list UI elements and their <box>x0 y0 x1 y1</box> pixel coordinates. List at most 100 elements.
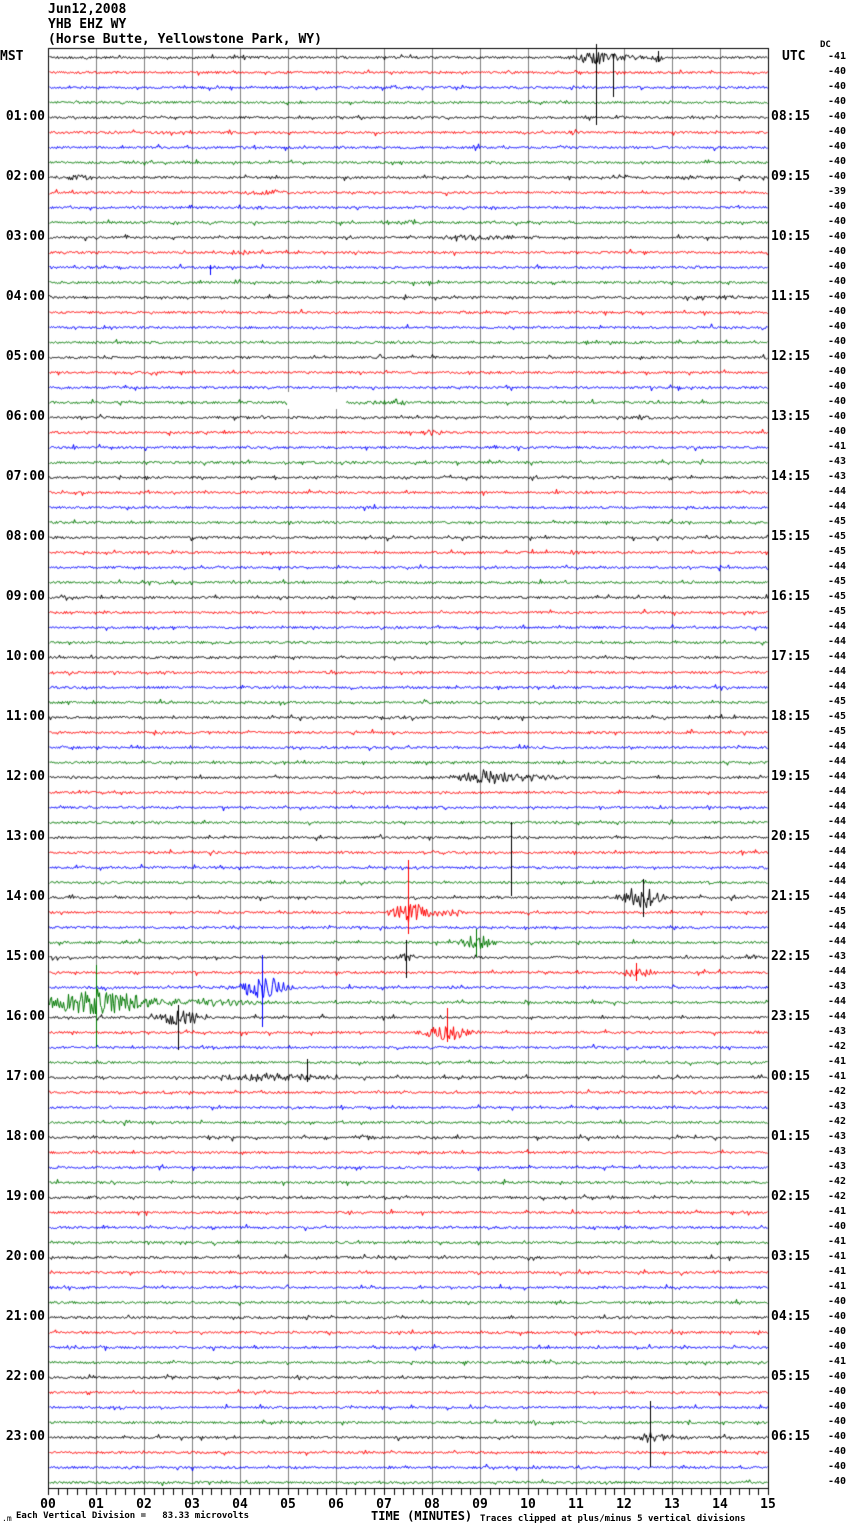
utc-time-label: 20:15 <box>771 829 811 844</box>
dc-offset-value: -44 <box>827 846 846 857</box>
dc-offset-value: -40 <box>827 171 846 182</box>
dc-offset-value: -40 <box>827 336 846 347</box>
dc-offset-value: -44 <box>827 636 846 647</box>
utc-time-label: 22:15 <box>771 949 811 964</box>
dc-offset-value: -40 <box>827 381 846 392</box>
x-tick-label: 15 <box>760 1497 776 1512</box>
dc-offset-value: -42 <box>827 1191 846 1202</box>
dc-offset-value: -41 <box>827 1266 846 1277</box>
dc-offset-value: -44 <box>827 876 846 887</box>
utc-time-label: 19:15 <box>771 769 811 784</box>
dc-offset-value: -43 <box>827 951 846 962</box>
dc-offset-value: -44 <box>827 561 846 572</box>
dc-offset-value: -44 <box>827 681 846 692</box>
mst-time-label: 01:00 <box>5 109 45 124</box>
dc-offset-value: -45 <box>827 531 846 542</box>
mst-time-label: 13:00 <box>5 829 45 844</box>
dc-offset-value: -40 <box>827 1221 846 1232</box>
dc-offset-value: -44 <box>827 816 846 827</box>
x-tick-label: 03 <box>184 1497 200 1512</box>
dc-offset-value: -44 <box>827 486 846 497</box>
dc-offset-value: -40 <box>827 1326 846 1337</box>
dc-offset-value: -41 <box>827 1206 846 1217</box>
dc-offset-value: -44 <box>827 996 846 1007</box>
dc-offset-value: -40 <box>827 126 846 137</box>
dc-offset-value: -40 <box>827 1371 846 1382</box>
dc-offset-value: -44 <box>827 651 846 662</box>
dc-offset-value: -41 <box>827 51 846 62</box>
dc-offset-value: -40 <box>827 141 846 152</box>
dc-offset-value: -44 <box>827 621 846 632</box>
mst-time-label: 08:00 <box>5 529 45 544</box>
dc-offset-value: -40 <box>827 366 846 377</box>
utc-time-label: 21:15 <box>771 889 811 904</box>
mst-time-label: 20:00 <box>5 1249 45 1264</box>
dc-offset-value: -40 <box>827 1461 846 1472</box>
utc-time-label: 10:15 <box>771 229 811 244</box>
mst-time-label: 06:00 <box>5 409 45 424</box>
utc-time-label: 04:15 <box>771 1309 811 1324</box>
dc-offset-value: -40 <box>827 201 846 212</box>
mst-time-label: 03:00 <box>5 229 45 244</box>
dc-offset-value: -40 <box>827 1386 846 1397</box>
dc-offset-value: -43 <box>827 981 846 992</box>
utc-time-label: 00:15 <box>771 1069 811 1084</box>
footer-note-divisions: Each Vertical Division = 83.33 microvolt… <box>16 1511 249 1521</box>
dc-offset-value: -43 <box>827 1101 846 1112</box>
x-axis-title: TIME (MINUTES) <box>371 1509 473 1523</box>
dc-offset-value: -44 <box>827 861 846 872</box>
dc-offset-value: -44 <box>827 831 846 842</box>
dc-offset-value: -40 <box>827 351 846 362</box>
dc-offset-value: -44 <box>827 1011 846 1022</box>
x-tick-label: 00 <box>40 1497 56 1512</box>
dc-offset-value: -40 <box>827 96 846 107</box>
mst-time-label: 10:00 <box>5 649 45 664</box>
dc-offset-value: -40 <box>827 1311 846 1322</box>
utc-time-label: 14:15 <box>771 469 811 484</box>
mst-time-label: 15:00 <box>5 949 45 964</box>
dc-offset-value: -43 <box>827 1146 846 1157</box>
dc-offset-value: -41 <box>827 1251 846 1262</box>
dc-offset-value: -45 <box>827 711 846 722</box>
utc-time-label: 16:15 <box>771 589 811 604</box>
mst-time-label: 05:00 <box>5 349 45 364</box>
dc-offset-value: -40 <box>827 246 846 257</box>
dc-offset-value: -43 <box>827 1026 846 1037</box>
dc-offset-value: -44 <box>827 966 846 977</box>
dc-offset-value: -43 <box>827 471 846 482</box>
mst-time-label: 17:00 <box>5 1069 45 1084</box>
dc-offset-value: -40 <box>827 426 846 437</box>
utc-time-label: 08:15 <box>771 109 811 124</box>
dc-offset-value: -40 <box>827 1296 846 1307</box>
x-tick-label: 09 <box>472 1497 488 1512</box>
dc-offset-value: -45 <box>827 546 846 557</box>
utc-time-label: 09:15 <box>771 169 811 184</box>
dc-offset-value: -45 <box>827 906 846 917</box>
x-tick-label: 11 <box>568 1497 584 1512</box>
utc-time-label: 23:15 <box>771 1009 811 1024</box>
mst-time-label: 14:00 <box>5 889 45 904</box>
mst-time-label: 09:00 <box>5 589 45 604</box>
mst-time-label: 07:00 <box>5 469 45 484</box>
utc-time-label: 12:15 <box>771 349 811 364</box>
dc-offset-value: -41 <box>827 1236 846 1247</box>
dc-offset-value: -40 <box>827 411 846 422</box>
mst-time-label: 02:00 <box>5 169 45 184</box>
dc-offset-value: -42 <box>827 1116 846 1127</box>
dc-offset-value: -42 <box>827 1176 846 1187</box>
utc-time-label: 18:15 <box>771 709 811 724</box>
dc-offset-value: -40 <box>827 321 846 332</box>
dc-offset-value: -44 <box>827 786 846 797</box>
dc-offset-value: -40 <box>827 66 846 77</box>
dc-offset-value: -40 <box>827 291 846 302</box>
left-axis-header: MST <box>0 49 24 64</box>
utc-time-label: 06:15 <box>771 1429 811 1444</box>
dc-offset-value: -44 <box>827 936 846 947</box>
utc-time-label: 01:15 <box>771 1129 811 1144</box>
utc-time-label: 13:15 <box>771 409 811 424</box>
utc-time-label: 02:15 <box>771 1189 811 1204</box>
dc-offset-value: -44 <box>827 666 846 677</box>
dc-offset-value: -43 <box>827 456 846 467</box>
